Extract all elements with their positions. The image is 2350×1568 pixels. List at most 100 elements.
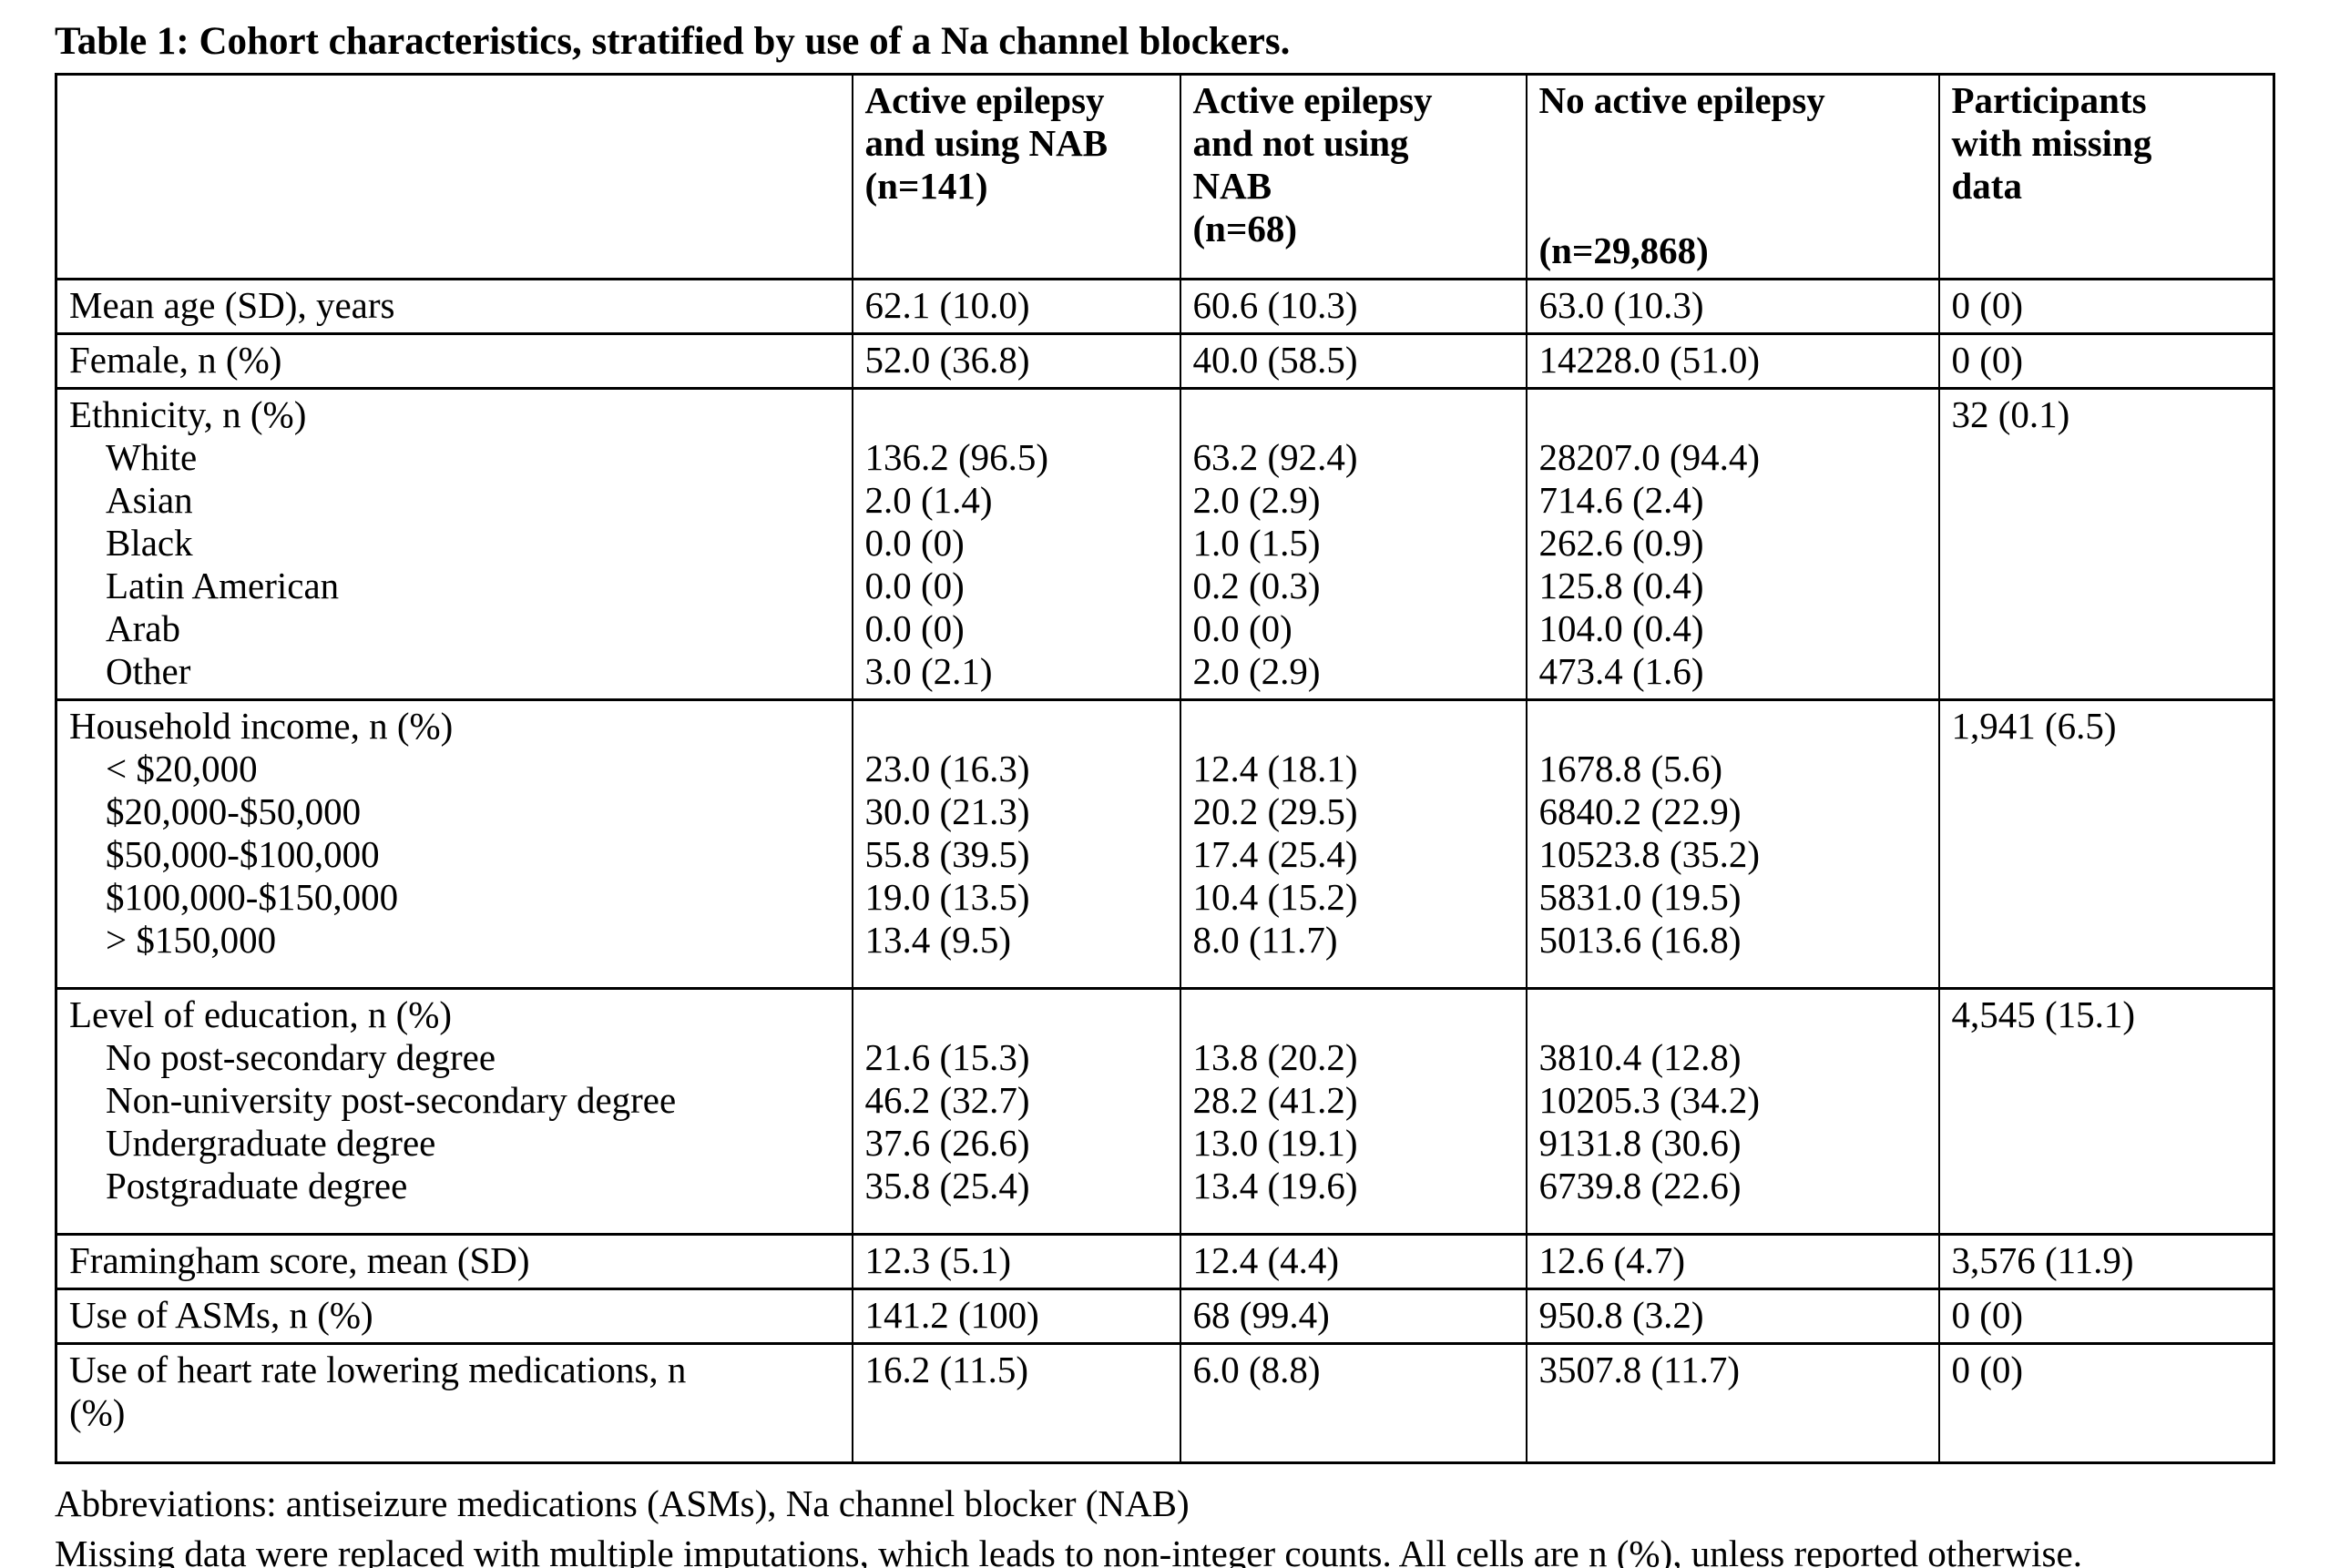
group-value-cell: 63.2 (92.4) 2.0 (2.9) 1.0 (1.5) 0.2 (0.3) 0.… (1179, 387, 1528, 701)
sub-row-label: White (106, 436, 198, 478)
row-label: Female, n (%) (69, 339, 282, 381)
sub-row-label: No post-secondary degree (106, 1036, 496, 1078)
value-cell: 0 (0) (1937, 332, 2275, 390)
cell-value: 2.0 (1.4) (864, 479, 993, 521)
value-cell: 0 (0) (1937, 278, 2275, 335)
column-header-text: Active epilepsy and using NAB (n=141) (864, 79, 1109, 207)
cell-value: 5831.0 (19.5) (1538, 876, 1742, 918)
cell-value: 14228.0 (51.0) (1538, 339, 1761, 381)
row-label-cell: Female, n (%) (55, 332, 853, 390)
value-cell: 62.1 (10.0) (851, 278, 1181, 335)
table-row: Mean age (SD), years 62.1 (10.0) 60.6 (10.… (55, 278, 2275, 335)
sub-row-label: Postgraduate degree (106, 1165, 408, 1207)
cell-value: 10523.8 (35.2) (1538, 833, 1761, 875)
group-label-cell: Level of education, n (%) No post-seconda… (55, 987, 853, 1236)
missing-value-cell: 1,941 (6.5) (1937, 698, 2275, 990)
cell-value: 21.6 (15.3) (864, 1036, 1030, 1078)
value-cell: 68 (99.4) (1179, 1288, 1528, 1345)
group-value-cell: 1678.8 (5.6) 6840.2 (22.9) 10523.8 (35.2) 5… (1525, 698, 1940, 990)
missing-value: 32 (0.1) (1951, 393, 2070, 435)
missing-value: 4,545 (15.1) (1951, 993, 2136, 1035)
cell-value: 125.8 (0.4) (1538, 565, 1704, 606)
table-row: Female, n (%) 52.0 (36.8) 40.0 (58.5) 14228… (55, 332, 2275, 390)
cell-value: 37.6 (26.6) (864, 1122, 1030, 1164)
blank-line (1193, 393, 1517, 436)
blank-line (1193, 705, 1517, 748)
cell-value: 20.2 (29.5) (1192, 790, 1358, 832)
cell-value: 3810.4 (12.8) (1538, 1036, 1742, 1078)
group-label: Ethnicity, n (%) (69, 393, 307, 435)
value-cell: 63.0 (10.3) (1525, 278, 1940, 335)
cell-value: 30.0 (21.3) (864, 790, 1030, 832)
group-value-cell: 13.8 (20.2) 28.2 (41.2) 13.0 (19.1) 13.4 (1… (1179, 987, 1528, 1236)
cell-value: 104.0 (0.4) (1538, 607, 1704, 649)
cell-value: 8.0 (11.7) (1192, 919, 1338, 961)
column-header-active-not-using-nab: Active epilepsy and not using NAB (n=68) (1179, 73, 1528, 280)
column-header-no-active-epilepsy: No active epilepsy (n=29,868) (1525, 73, 1940, 280)
cell-value: 0.0 (0) (864, 565, 965, 606)
cell-value: 28207.0 (94.4) (1538, 436, 1761, 478)
cell-value: 10.4 (15.2) (1192, 876, 1358, 918)
cell-value: 0.2 (0.3) (1192, 565, 1321, 606)
row-label-cell: Mean age (SD), years (55, 278, 853, 335)
column-header-active-using-nab: Active epilepsy and using NAB (n=141) (851, 73, 1181, 280)
value-cell: 12.3 (5.1) (851, 1233, 1181, 1290)
cell-value: 141.2 (100) (864, 1294, 1039, 1336)
value-cell: 12.6 (4.7) (1525, 1233, 1940, 1290)
sub-row-label: Arab (106, 607, 180, 649)
group-label: Household income, n (%) (69, 705, 454, 747)
cell-value: 0.0 (0) (1192, 607, 1292, 649)
cell-value: 28.2 (41.2) (1192, 1079, 1358, 1121)
missing-value-cell: 4,545 (15.1) (1937, 987, 2275, 1236)
blank-line (1539, 393, 1929, 436)
cell-value: 63.2 (92.4) (1192, 436, 1358, 478)
group-value-cell: 23.0 (16.3) 30.0 (21.3) 55.8 (39.5) 19.0 (1… (851, 698, 1181, 990)
value-cell: 3507.8 (11.7) (1525, 1342, 1940, 1464)
cell-value: 63.0 (10.3) (1538, 284, 1704, 326)
table-row: Use of ASMs, n (%) 141.2 (100) 68 (99.4) 95… (55, 1288, 2275, 1345)
cell-value: 6.0 (8.8) (1192, 1349, 1321, 1390)
blank-line (865, 393, 1170, 436)
cell-value: 6739.8 (22.6) (1538, 1165, 1742, 1207)
cell-value: 12.6 (4.7) (1538, 1239, 1686, 1281)
blank-line (1539, 993, 1929, 1036)
sub-row-label: < $20,000 (106, 748, 258, 789)
cell-value: 3.0 (2.1) (864, 650, 993, 692)
value-cell: 16.2 (11.5) (851, 1342, 1181, 1464)
blank-line (865, 993, 1170, 1036)
cell-value: 52.0 (36.8) (864, 339, 1030, 381)
sub-row-label: Latin American (106, 565, 340, 606)
row-label: Use of heart rate lowering medications, … (69, 1349, 687, 1433)
cell-value: 12.4 (18.1) (1192, 748, 1358, 789)
table-row: Use of heart rate lowering medications, … (55, 1342, 2275, 1464)
row-label-cell: Use of ASMs, n (%) (55, 1288, 853, 1345)
column-header-text: Participants with missing data (1951, 79, 2152, 207)
blank-line (865, 705, 1170, 748)
cell-value: 12.4 (4.4) (1192, 1239, 1340, 1281)
sub-row-label: Undergraduate degree (106, 1122, 436, 1164)
cell-value: 6840.2 (22.9) (1538, 790, 1742, 832)
cell-value: 714.6 (2.4) (1538, 479, 1704, 521)
footnote-missing-data: Missing data were replaced with multiple… (55, 1532, 2082, 1568)
column-header-text: Active epilepsy and not using NAB (n=68) (1192, 79, 1433, 249)
missing-value-cell: 32 (0.1) (1937, 387, 2275, 701)
cell-value: 5013.6 (16.8) (1538, 919, 1742, 961)
group-value-cell: 12.4 (18.1) 20.2 (29.5) 17.4 (25.4) 10.4 (1… (1179, 698, 1528, 990)
column-header-n: (n=29,868) (1538, 229, 1709, 271)
value-cell: 60.6 (10.3) (1179, 278, 1528, 335)
value-cell: 40.0 (58.5) (1179, 332, 1528, 390)
table-row: Framingham score, mean (SD) 12.3 (5.1) 12.… (55, 1233, 2275, 1290)
cell-value: 13.0 (19.1) (1192, 1122, 1358, 1164)
cell-value: 2.0 (2.9) (1192, 479, 1321, 521)
cell-value: 262.6 (0.9) (1538, 522, 1704, 564)
cell-value: 13.4 (19.6) (1192, 1165, 1358, 1207)
row-label-cell: Framingham score, mean (SD) (55, 1233, 853, 1290)
sub-row-label: Asian (106, 479, 193, 521)
value-cell: 12.4 (4.4) (1179, 1233, 1528, 1290)
cell-value: 0 (0) (1951, 1349, 2024, 1390)
sub-row-label: Black (106, 522, 193, 564)
cell-value: 3507.8 (11.7) (1538, 1349, 1741, 1390)
table-group-row: Level of education, n (%) No post-seconda… (55, 987, 2275, 1236)
cell-value: 9131.8 (30.6) (1538, 1122, 1742, 1164)
